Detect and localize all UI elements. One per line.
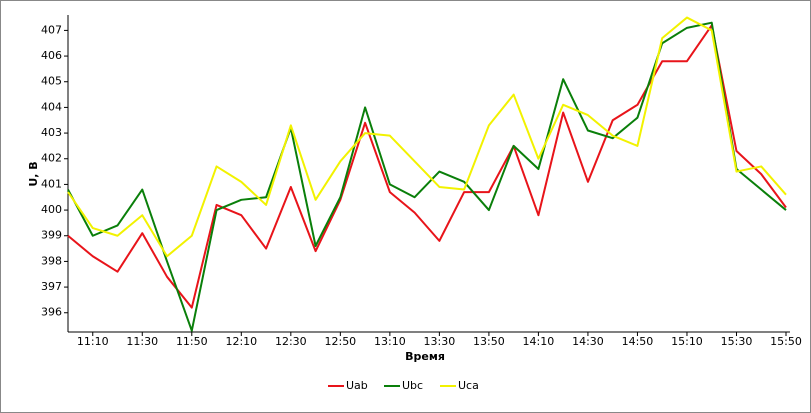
x-tick-label: 11:30: [126, 335, 158, 348]
legend-label: Uca: [458, 379, 479, 392]
x-tick-label: 14:10: [523, 335, 555, 348]
x-tick-label: 11:10: [77, 335, 109, 348]
legend-label: Ubc: [402, 379, 423, 392]
y-tick-label: 405: [41, 75, 62, 88]
x-tick-label: 13:10: [374, 335, 406, 348]
x-tick-label: 13:50: [473, 335, 505, 348]
y-axis-label: U, В: [27, 161, 40, 186]
x-tick-label: 12:30: [275, 335, 307, 348]
y-tick-label: 400: [41, 203, 62, 216]
x-tick-label: 13:30: [424, 335, 456, 348]
y-tick-label: 397: [41, 280, 62, 293]
x-tick-label: 11:50: [176, 335, 208, 348]
y-tick-label: 396: [41, 306, 62, 319]
y-tick-label: 406: [41, 49, 62, 62]
x-tick-label: 14:50: [622, 335, 654, 348]
y-tick-label: 398: [41, 254, 62, 267]
series-line: [67, 24, 787, 309]
x-tick-label: 15:50: [770, 335, 802, 348]
x-tick-label: 12:10: [225, 335, 257, 348]
legend-label: Uab: [346, 379, 368, 392]
x-tick-label: 12:50: [324, 335, 356, 348]
series-line: [67, 16, 787, 258]
y-tick-label: 404: [41, 100, 62, 113]
x-tick-label: 15:30: [721, 335, 753, 348]
y-tick-label: 402: [41, 152, 62, 165]
x-axis-label: Время: [405, 350, 445, 363]
y-tick-label: 407: [41, 23, 62, 36]
x-tick-label: 14:30: [572, 335, 604, 348]
x-tick-label: 15:10: [671, 335, 703, 348]
y-tick-label: 399: [41, 229, 62, 242]
y-tick-label: 403: [41, 126, 62, 139]
series-line: [67, 21, 787, 332]
y-tick-label: 401: [41, 177, 62, 190]
